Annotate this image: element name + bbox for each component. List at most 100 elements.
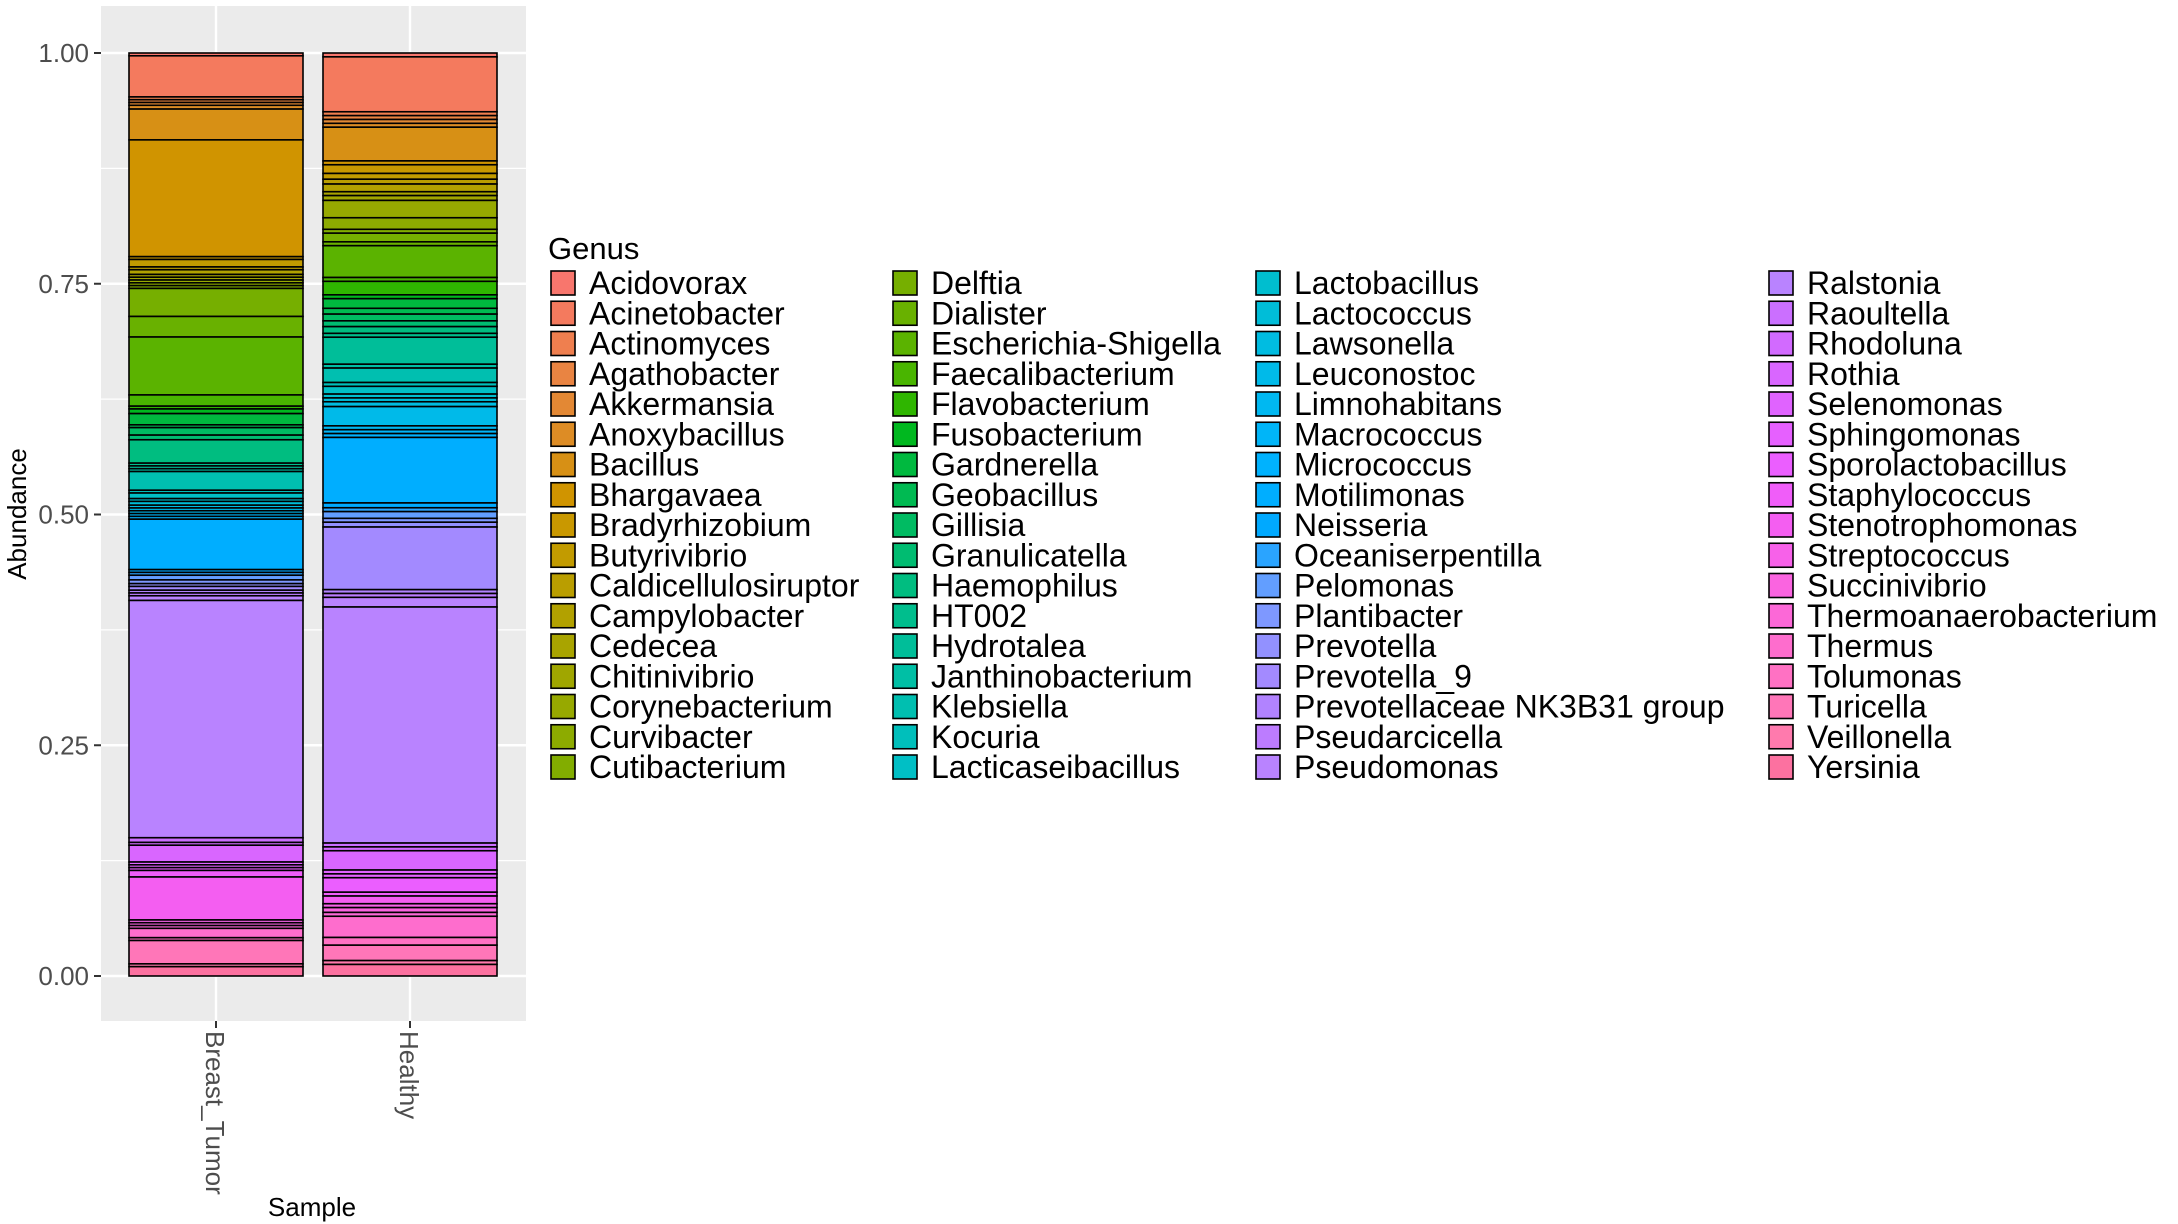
legend-key <box>550 754 576 780</box>
legend-label: Granulicatella <box>931 537 1127 573</box>
legend-label: Flavobacterium <box>931 386 1150 422</box>
legend-key <box>892 481 918 508</box>
bar-segment <box>322 436 498 504</box>
legend-label: Yersinia <box>1807 749 1920 785</box>
legend-key <box>1255 542 1281 569</box>
legend-key <box>892 270 918 296</box>
legend-key <box>1255 451 1281 478</box>
legend-label: Sporolactobacillus <box>1807 447 2067 483</box>
x-axis-label: Sample <box>268 1192 356 1222</box>
legend-label: Chitinivibrio <box>589 658 754 694</box>
bar-segment <box>322 367 498 384</box>
legend-key <box>550 602 576 629</box>
bar-segment <box>322 915 498 939</box>
bar-segment <box>322 405 498 427</box>
legend-key <box>892 572 918 599</box>
legend-label: Gillisia <box>931 507 1025 543</box>
bar-segment <box>128 518 304 571</box>
legend-label: Succinivibrio <box>1807 568 1987 604</box>
legend-key <box>1255 360 1281 387</box>
legend-key <box>1255 391 1281 417</box>
bar-segment <box>322 596 498 608</box>
legend-key <box>1255 723 1281 750</box>
legend-key <box>1768 330 1794 357</box>
legend-key <box>550 633 576 659</box>
legend-key <box>892 663 918 690</box>
legend-label: Escherichia-Shigella <box>931 326 1221 362</box>
legend-key <box>550 481 576 508</box>
y-tick-label: 1.00 <box>38 38 89 68</box>
x-tick-label: Breast_Tumor <box>200 1031 230 1195</box>
legend-label: Staphylococcus <box>1807 477 2031 513</box>
legend-label: Lactococcus <box>1294 295 1472 331</box>
bar-segment <box>128 492 304 500</box>
legend-label: Curvibacter <box>589 719 753 755</box>
legend-key <box>1768 451 1794 478</box>
legend-label: Butyrivibrio <box>589 537 747 573</box>
legend-label: Klebsiella <box>931 689 1068 725</box>
legend-key <box>892 602 918 629</box>
bar-segment <box>322 526 498 591</box>
y-tick-label: 0.00 <box>38 961 89 991</box>
plot-area: 0.00 0.25 0.50 0.75 1.00 Breast_Tumor Healthy <box>38 6 526 1195</box>
legend-key <box>1255 512 1281 538</box>
y-tick-label: 0.75 <box>38 269 89 299</box>
bar-segment <box>322 244 498 279</box>
legend-key <box>892 754 918 780</box>
legend-label: Faecalibacterium <box>931 356 1175 392</box>
legend-label: Actinomyces <box>589 326 770 362</box>
legend-key <box>892 542 918 569</box>
bar-segment <box>128 965 304 977</box>
bar-segment <box>128 869 304 878</box>
legend-label: Rhodoluna <box>1807 326 1962 362</box>
y-axis-label: Abundance <box>2 448 32 580</box>
bar-segment <box>322 320 498 328</box>
legend-label: Oceaniserpentilla <box>1294 537 1541 573</box>
legend-key <box>1768 572 1794 599</box>
bar-segment <box>322 172 498 181</box>
legend-key <box>1768 300 1794 327</box>
bar-segment <box>322 297 498 310</box>
bar-segment <box>128 287 304 318</box>
legend-label: Pseudarcicella <box>1294 719 1502 755</box>
legend-label: Bradyrhizobium <box>589 507 811 543</box>
bar-segment <box>322 163 498 175</box>
bar-segment <box>322 232 498 243</box>
legend-label: Plantibacter <box>1294 598 1463 634</box>
legend-label: Prevotellaceae NK3B31 group <box>1294 689 1725 725</box>
legend-label: Campylobacter <box>589 598 805 634</box>
legend-label: Micrococcus <box>1294 447 1472 483</box>
legend-label: Caldicellulosiruptor <box>589 568 860 604</box>
legend-label: Pelomonas <box>1294 568 1454 604</box>
legend-key <box>1768 663 1794 690</box>
y-tick-label: 0.50 <box>38 500 89 530</box>
legend-key <box>1255 572 1281 599</box>
legend-key <box>1768 602 1794 629</box>
legend-key <box>892 633 918 659</box>
y-tick-label: 0.25 <box>38 730 89 760</box>
legend-key <box>550 542 576 569</box>
legend-label: Lacticaseibacillus <box>931 749 1180 785</box>
legend-key <box>1255 633 1281 659</box>
bar-segment <box>322 895 498 905</box>
legend-label: Ralstonia <box>1807 265 1941 301</box>
bar-segment <box>128 394 304 407</box>
legend-label: Acinetobacter <box>589 295 785 331</box>
bar-segment <box>128 426 304 436</box>
legend-key <box>892 723 918 750</box>
legend-key <box>1255 300 1281 327</box>
legend-key <box>550 512 576 538</box>
legend-label: Limnohabitans <box>1294 386 1502 422</box>
legend-key <box>892 693 918 720</box>
legend-label: Cedecea <box>589 628 717 664</box>
legend-label: Fusobacterium <box>931 416 1143 452</box>
legend-key <box>1255 330 1281 357</box>
bar-segment <box>322 606 498 844</box>
legend-key <box>550 723 576 750</box>
bar-segment <box>322 199 498 219</box>
bar-segment <box>322 216 498 231</box>
legend-label: Stenotrophomonas <box>1807 507 2077 543</box>
legend-key <box>1255 693 1281 720</box>
bar-segment <box>322 325 498 335</box>
